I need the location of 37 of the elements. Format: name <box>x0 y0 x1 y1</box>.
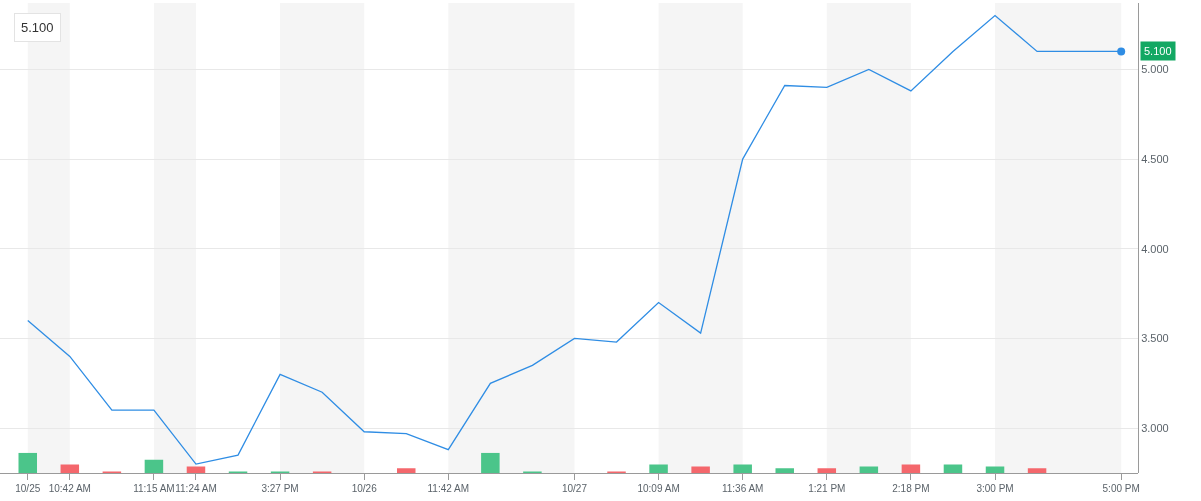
data-label: 5.100 <box>1144 45 1172 57</box>
bar <box>691 466 710 473</box>
bar <box>144 459 164 473</box>
bar <box>985 466 1005 473</box>
bar <box>859 466 879 473</box>
bar <box>817 468 837 473</box>
x-tick-label: 2:18 PM <box>892 483 930 494</box>
x-tick-label: 10/26 <box>351 483 378 494</box>
y-tick-label: 4.000 <box>1141 242 1169 255</box>
x-tick-label: 10:09 AM <box>637 483 680 494</box>
bar <box>1027 468 1047 473</box>
bar <box>733 464 752 473</box>
bar <box>775 468 794 473</box>
x-tick-label: 11:42 AM <box>427 483 470 494</box>
y-tick-label: 3.500 <box>1141 332 1169 345</box>
x-tick-label: 11:36 AM <box>721 483 764 494</box>
x-tick-label: 11:24 AM <box>175 483 217 494</box>
bar <box>943 464 963 473</box>
bar <box>901 464 921 473</box>
bar <box>60 464 80 473</box>
x-tick-label: 3:00 PM <box>976 483 1014 494</box>
y-tick-label: 5.000 <box>1141 63 1169 76</box>
x-tick-label: 10/27 <box>561 483 588 494</box>
x-tick-label: 11:15 AM <box>133 483 175 494</box>
bar <box>186 466 206 473</box>
bar <box>397 468 416 473</box>
bar <box>649 464 668 473</box>
x-tick-label: 10:42 AM <box>48 483 91 494</box>
bar <box>481 452 500 473</box>
y-tick-label: 4.500 <box>1141 152 1169 165</box>
x-tick-label: 10/25 <box>15 483 41 494</box>
y-tick-label: 3.000 <box>1141 422 1169 434</box>
x-tick-label: 3:27 PM <box>261 483 299 494</box>
x-tick-label: 1:21 PM <box>808 483 846 494</box>
x-tick-label: 5:00 PM <box>1102 483 1140 494</box>
bar <box>18 452 38 473</box>
annotation: 5.100 <box>21 20 54 35</box>
